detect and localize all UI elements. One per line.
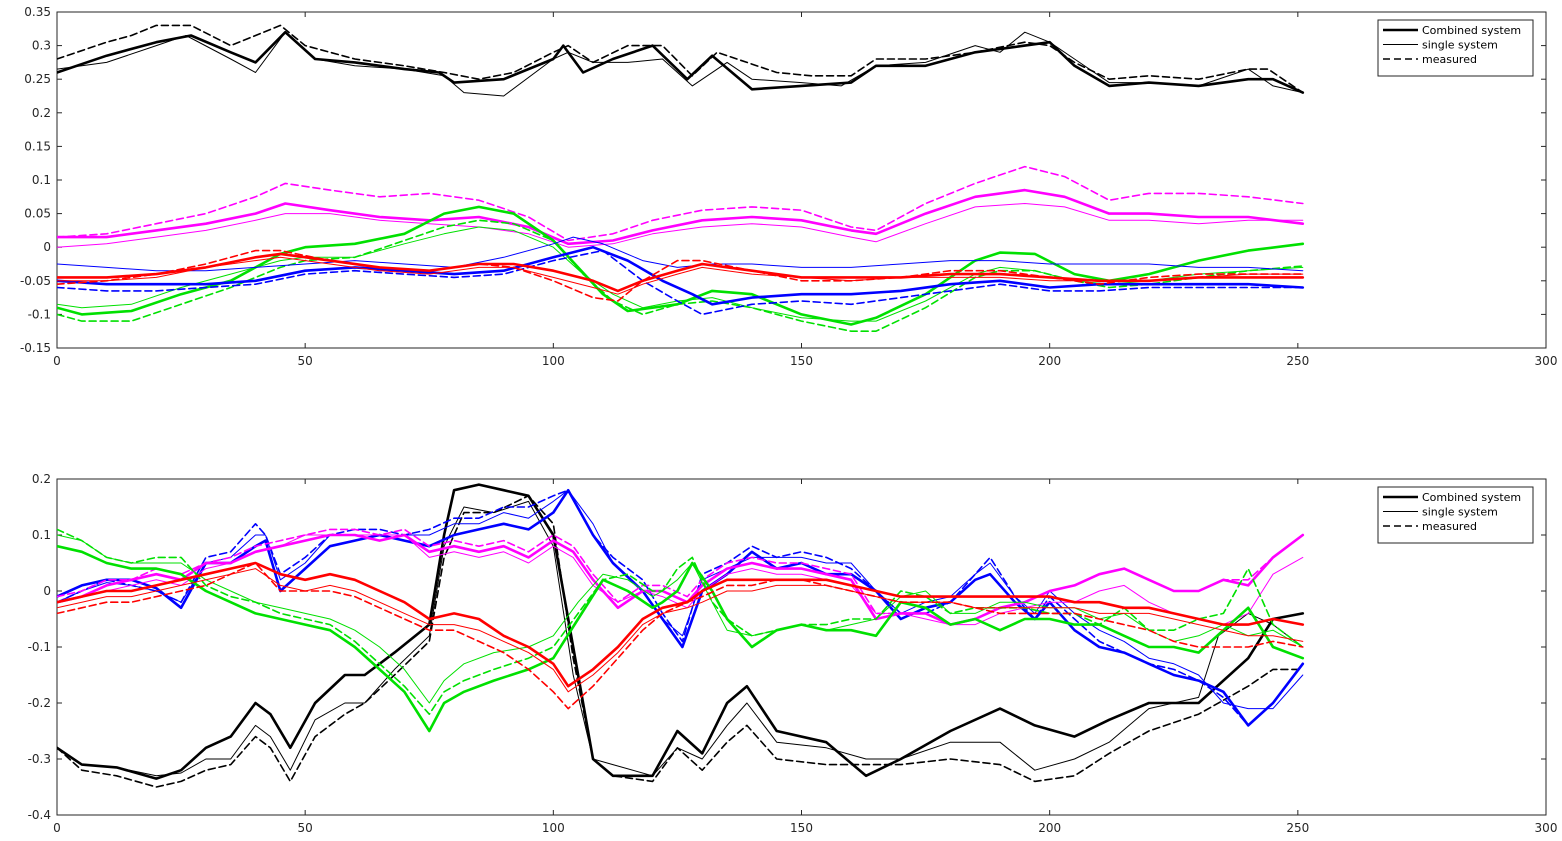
series-line-thin-solid: [57, 534, 1304, 704]
bottom-plot: -0.4 -0.3 -0.2 -0.1 0 0.1 0.2 0 50 100 150 200 250 30…: [28, 472, 1558, 835]
x-tick-label: 150: [790, 354, 813, 368]
y-tick-label: -0.15: [20, 341, 51, 355]
legend-label: single system: [1422, 506, 1498, 519]
top-plot: -0.15 -0.1 -0.05 0 0.05 0.1 0.15 0.2 0.25 0.3 0.35…: [20, 5, 1558, 368]
series-line-thick-solid: [57, 205, 1305, 326]
y-tick-label: -0.1: [28, 307, 51, 321]
x-tick-label: 50: [298, 354, 313, 368]
y-tick-label: -0.4: [28, 808, 51, 822]
legend-label: Combined system: [1422, 491, 1521, 504]
series-line-thin-solid: [57, 489, 1304, 710]
x-tick-label: 100: [542, 354, 565, 368]
series-line-dashed: [57, 165, 1304, 242]
x-tick-label: 0: [53, 821, 61, 835]
y-tick-label: 0.2: [32, 106, 51, 120]
series-group: [57, 483, 1305, 788]
series-line-thick-solid: [57, 488, 1305, 727]
series-line-thin-solid: [57, 256, 1304, 295]
series-line-dashed: [57, 528, 1304, 626]
y-tick-label: -0.2: [28, 696, 51, 710]
series-line-thin-solid: [57, 203, 1304, 248]
x-tick-label: 200: [1038, 354, 1061, 368]
x-tick-label: 300: [1535, 354, 1558, 368]
axes-box: [56, 11, 1547, 349]
y-tick-label: 0.1: [32, 528, 51, 542]
y-tick-label: 0.25: [24, 72, 51, 86]
legend-label: measured: [1422, 53, 1477, 66]
legend-label: single system: [1422, 39, 1498, 52]
y-tick-label: 0.15: [24, 139, 51, 153]
series-line-thin-solid: [57, 534, 1304, 626]
legend-label: measured: [1422, 520, 1477, 533]
series-line-thick-solid: [57, 245, 1305, 306]
y-tick-label: 0: [43, 240, 51, 254]
series-line-dashed: [57, 24, 1304, 94]
series-line-thick-solid: [57, 483, 1305, 780]
series-line-thin-solid: [57, 31, 1304, 97]
y-tick-label: 0: [43, 584, 51, 598]
legend-label: Combined system: [1422, 24, 1521, 37]
series-line-dashed: [57, 249, 1304, 302]
x-tick-label: 300: [1535, 821, 1558, 835]
x-tick-label: 0: [53, 354, 61, 368]
x-tick-label: 150: [790, 821, 813, 835]
series-line-dashed: [57, 495, 1304, 788]
y-tick-label: 0.1: [32, 173, 51, 187]
x-tick-label: 250: [1286, 354, 1309, 368]
x-tick-label: 250: [1286, 821, 1309, 835]
series-line-dashed: [57, 562, 1304, 710]
y-tick-label: -0.1: [28, 640, 51, 654]
x-tick-label: 200: [1038, 821, 1061, 835]
series-group: [57, 24, 1305, 332]
y-tick-label: 0.05: [24, 207, 51, 221]
series-line-thick-solid: [57, 544, 1305, 733]
series-line-dashed: [57, 489, 1304, 727]
y-tick-label: 0.35: [24, 5, 51, 19]
series-line-thick-solid: [57, 188, 1305, 246]
x-tick-label: 100: [542, 821, 565, 835]
y-tick-label: 0.3: [32, 39, 51, 53]
series-line-thick-solid: [57, 561, 1305, 688]
series-line-thin-solid: [57, 236, 1304, 272]
y-tick-label: 0.2: [32, 472, 51, 486]
x-tick-label: 50: [298, 821, 313, 835]
y-tick-label: -0.3: [28, 752, 51, 766]
y-tick-label: -0.05: [20, 274, 51, 288]
series-line-thick-solid: [57, 30, 1305, 94]
series-line-dashed: [57, 249, 1304, 316]
